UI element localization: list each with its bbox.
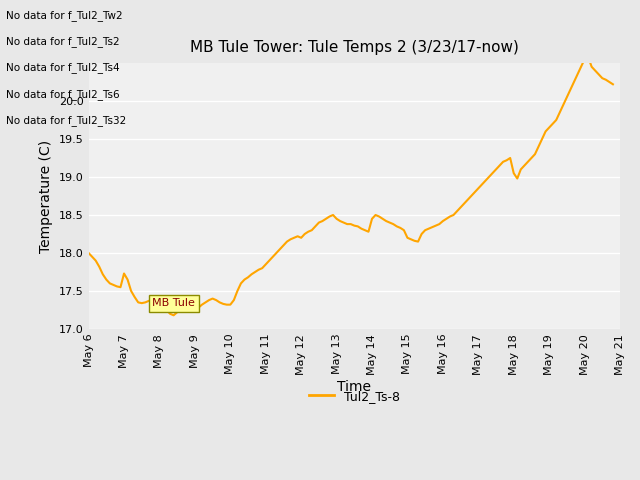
Text: No data for f_Tul2_Ts32: No data for f_Tul2_Ts32 [6, 115, 127, 126]
Text: No data for f_Tul2_Tw2: No data for f_Tul2_Tw2 [6, 10, 123, 21]
Legend: Tul2_Ts-8: Tul2_Ts-8 [304, 385, 405, 408]
Title: MB Tule Tower: Tule Temps 2 (3/23/17-now): MB Tule Tower: Tule Temps 2 (3/23/17-now… [190, 40, 519, 55]
X-axis label: Time: Time [337, 380, 371, 394]
Text: No data for f_Tul2_Ts6: No data for f_Tul2_Ts6 [6, 89, 120, 100]
Text: MB Tule: MB Tule [152, 298, 195, 308]
Y-axis label: Temperature (C): Temperature (C) [40, 139, 53, 252]
Text: No data for f_Tul2_Ts2: No data for f_Tul2_Ts2 [6, 36, 120, 47]
Text: No data for f_Tul2_Ts4: No data for f_Tul2_Ts4 [6, 62, 120, 73]
